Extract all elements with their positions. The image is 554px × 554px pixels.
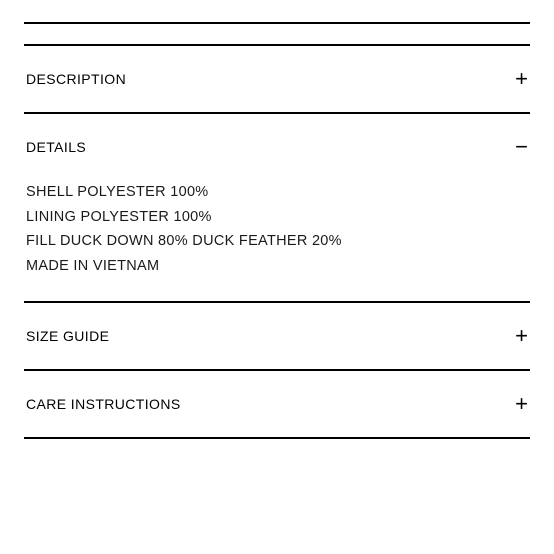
accordion-title: CARE INSTRUCTIONS [26,396,181,412]
top-divider [24,22,530,24]
accordion-header-care-instructions[interactable]: CARE INSTRUCTIONS + [24,371,530,437]
accordion-content-details: SHELL POLYESTER 100% LINING POLYESTER 10… [24,180,530,301]
accordion-title: SIZE GUIDE [26,328,109,344]
plus-icon: + [515,68,528,90]
accordion-title: DETAILS [26,139,86,155]
accordion-header-description[interactable]: DESCRIPTION + [24,46,530,112]
accordion-section-care-instructions: CARE INSTRUCTIONS + [24,369,530,439]
accordion-section-details: DETAILS − SHELL POLYESTER 100% LINING PO… [24,112,530,301]
accordion-section-description: DESCRIPTION + [24,44,530,112]
detail-line: MADE IN VIETNAM [26,254,528,279]
accordion-title: DESCRIPTION [26,71,126,87]
plus-icon: + [515,325,528,347]
detail-line: SHELL POLYESTER 100% [26,180,528,205]
minus-icon: − [515,136,528,158]
accordion-header-details[interactable]: DETAILS − [24,114,530,180]
detail-line: FILL DUCK DOWN 80% DUCK FEATHER 20% [26,229,528,254]
accordion-section-size-guide: SIZE GUIDE + [24,301,530,369]
accordion-header-size-guide[interactable]: SIZE GUIDE + [24,303,530,369]
detail-line: LINING POLYESTER 100% [26,205,528,230]
plus-icon: + [515,393,528,415]
